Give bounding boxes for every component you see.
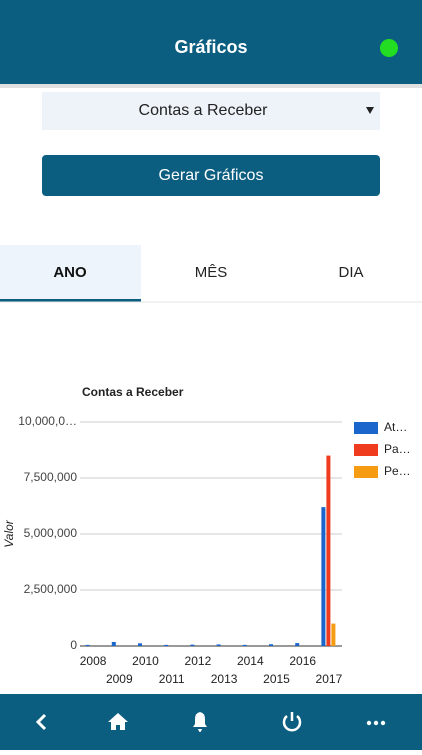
bar: [242, 644, 247, 646]
legend-label: Pe…: [384, 464, 411, 478]
more-dot: [380, 720, 386, 726]
button-text: Gerar Gráficos: [159, 167, 264, 184]
bar: [190, 644, 195, 646]
y-axis-label: Valor: [2, 519, 16, 548]
bar: [331, 623, 336, 646]
tab[interactable]: ANO: [53, 264, 87, 281]
legend-swatch: [354, 444, 378, 456]
bar: [326, 455, 331, 646]
tab-active-bg: [0, 245, 141, 302]
x-tick-label: 2009: [106, 672, 133, 686]
legend-swatch: [354, 422, 378, 434]
x-tick-label: 2015: [263, 672, 290, 686]
x-tick-label: 2017: [316, 672, 343, 686]
status-dot: [380, 39, 398, 57]
x-tick-label: 2012: [185, 654, 212, 668]
more-dot: [373, 720, 379, 726]
select-text: Contas a Receber: [139, 102, 269, 119]
y-tick-label: 0: [70, 638, 77, 652]
bell-icon[interactable]: [193, 712, 207, 732]
bar: [321, 507, 326, 646]
tab[interactable]: MÊS: [195, 264, 228, 281]
x-tick-label: 2014: [237, 654, 264, 668]
more-dot[interactable]: [366, 720, 372, 726]
chart-title: Contas a Receber: [82, 385, 184, 399]
bar: [295, 643, 300, 646]
select-arrow: [366, 107, 374, 114]
generate-button[interactable]: [42, 155, 380, 196]
select-box[interactable]: [42, 92, 380, 130]
x-tick-label: 2011: [159, 672, 185, 686]
legend-label: Pa…: [384, 442, 411, 456]
bottom-nav: [0, 694, 422, 750]
chart: Contas a Receber Valor 0 2,500,000 5,000,0…: [2, 385, 411, 686]
legend-label: At…: [384, 420, 407, 434]
bar: [85, 644, 90, 646]
home-icon[interactable]: [108, 713, 128, 730]
bar: [138, 643, 142, 646]
app-bar: [0, 0, 422, 84]
bar: [269, 644, 273, 646]
y-tick-label: 7,500,000: [24, 470, 78, 484]
app-bar-shadow: [0, 84, 422, 88]
x-tick-label: 2008: [80, 654, 107, 668]
x-tick-label: 2013: [211, 672, 238, 686]
y-tick-label: 5,000,000: [24, 526, 78, 540]
tab-indicator: [0, 299, 141, 302]
bar: [111, 641, 116, 646]
bar: [164, 644, 169, 646]
power-icon[interactable]: [282, 715, 302, 732]
y-tick-label: 2,500,000: [24, 582, 78, 596]
page-title: Gráficos: [174, 37, 247, 57]
legend-swatch: [354, 466, 378, 478]
x-tick-label: 2010: [132, 654, 159, 668]
y-tick-label: 10,000,0…: [18, 414, 77, 428]
x-tick-label: 2016: [289, 654, 316, 668]
tab[interactable]: DIA: [338, 264, 363, 281]
bar: [216, 644, 221, 646]
back-icon[interactable]: [35, 713, 47, 731]
